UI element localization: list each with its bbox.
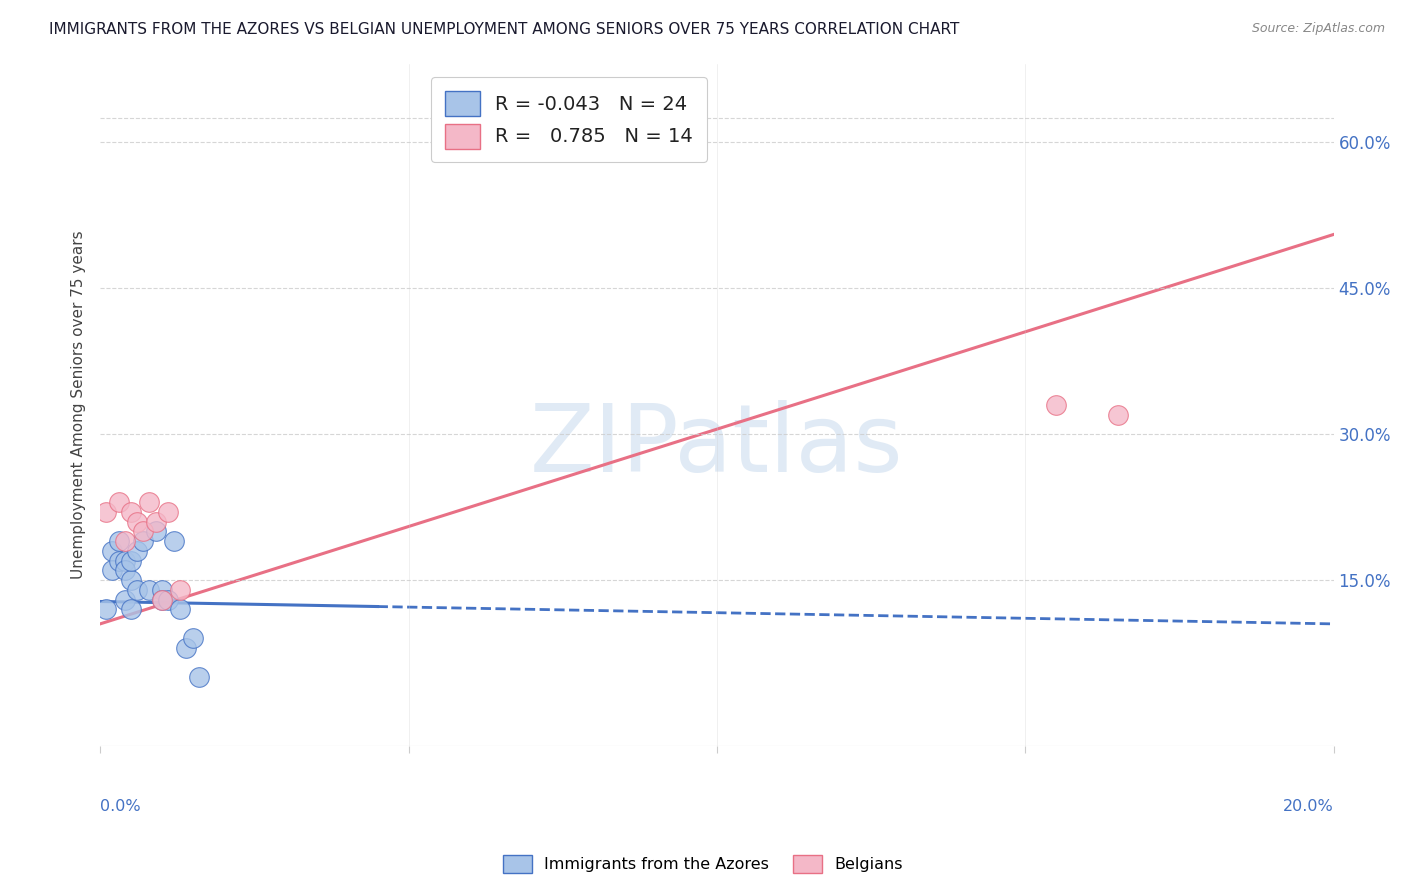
Point [127,515,149,529]
Point [582,145,605,159]
Point [150,582,173,597]
Point [107,553,129,567]
Point [114,553,136,567]
Point [96,505,118,519]
Point [176,641,198,656]
Point [138,495,160,509]
Point [96,602,118,616]
Point [120,602,142,616]
Point [132,534,155,549]
Point [145,524,167,539]
Point [101,544,124,558]
Point [187,670,209,684]
Point [150,592,173,607]
Point [138,582,160,597]
Point [127,544,149,558]
Text: Source: ZipAtlas.com: Source: ZipAtlas.com [1251,22,1385,36]
Point [101,563,124,577]
Point [114,534,136,549]
Point [169,582,191,597]
Point [107,534,129,549]
Point [156,505,179,519]
Point [163,534,186,549]
Text: ZIPatlas: ZIPatlas [530,400,904,491]
Text: IMMIGRANTS FROM THE AZORES VS BELGIAN UNEMPLOYMENT AMONG SENIORS OVER 75 YEARS C: IMMIGRANTS FROM THE AZORES VS BELGIAN UN… [49,22,959,37]
Point [114,592,136,607]
Point [1045,398,1067,412]
Point [145,515,167,529]
Y-axis label: Unemployment Among Seniors over 75 years: Unemployment Among Seniors over 75 years [72,230,86,579]
Point [150,592,173,607]
Point [114,563,136,577]
Point [120,553,142,567]
Text: 20.0%: 20.0% [1282,799,1334,814]
Point [120,573,142,587]
Point [156,592,179,607]
Point [169,602,191,616]
Text: 0.0%: 0.0% [100,799,141,814]
Point [127,582,149,597]
Point [132,524,155,539]
Point [107,495,129,509]
Legend: Immigrants from the Azores, Belgians: Immigrants from the Azores, Belgians [496,848,910,880]
Point [181,632,204,646]
Point [1107,408,1129,422]
Legend: R = -0.043   N = 24, R =   0.785   N = 14: R = -0.043 N = 24, R = 0.785 N = 14 [432,78,707,162]
Point [120,505,142,519]
